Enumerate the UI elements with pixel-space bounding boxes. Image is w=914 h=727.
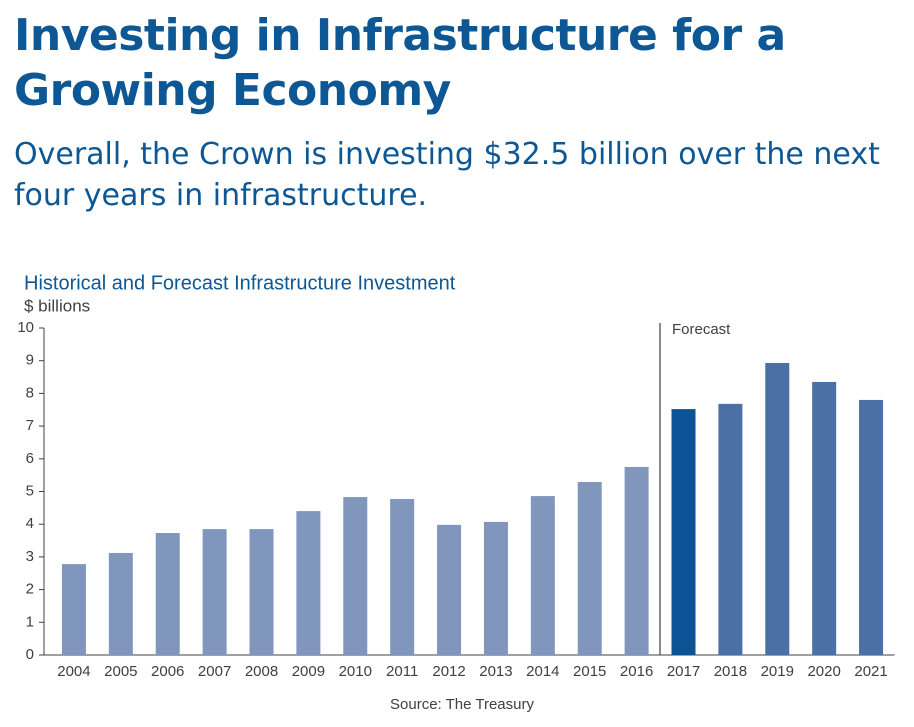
bar — [530, 496, 555, 655]
y-tick-label: 5 — [26, 482, 34, 499]
y-axis-label: $ billions — [24, 296, 90, 315]
x-tick-label: 2009 — [292, 663, 325, 680]
y-tick-label: 6 — [26, 450, 34, 467]
y-tick-label: 9 — [26, 352, 34, 369]
bar — [718, 403, 743, 655]
x-tick-label: 2016 — [620, 663, 653, 680]
bar — [108, 552, 133, 655]
x-tick-label: 2012 — [432, 663, 465, 680]
bar — [483, 521, 508, 655]
y-tick-label: 0 — [26, 646, 34, 663]
bar — [624, 466, 649, 655]
forecast-annotation: Forecast — [672, 321, 731, 338]
y-tick-label: 7 — [26, 417, 34, 434]
x-tick-label: 2013 — [479, 663, 512, 680]
x-tick-label: 2018 — [714, 663, 747, 680]
chart-title: Historical and Forecast Infrastructure I… — [24, 272, 456, 294]
page-title: Investing in Infrastructure for a Growin… — [14, 10, 786, 116]
bar — [577, 482, 602, 655]
bar — [296, 511, 321, 655]
x-tick-label: 2015 — [573, 663, 606, 680]
bar — [61, 564, 86, 655]
y-tick-label: 2 — [26, 581, 34, 598]
x-tick-label: 2019 — [761, 663, 794, 680]
x-tick-label: 2008 — [245, 663, 278, 680]
bar — [202, 529, 227, 655]
bar — [671, 409, 696, 655]
x-tick-label: 2011 — [386, 663, 418, 680]
bar — [249, 529, 274, 655]
bar — [155, 533, 180, 655]
x-tick-label: 2006 — [151, 663, 184, 680]
x-tick-label: 2021 — [854, 663, 887, 680]
bar — [859, 399, 884, 655]
x-tick-label: 2017 — [667, 663, 700, 680]
bar — [765, 362, 790, 655]
y-tick-label: 10 — [17, 319, 34, 336]
x-tick-label: 2005 — [104, 663, 137, 680]
bar — [812, 381, 837, 655]
x-tick-label: 2010 — [339, 663, 372, 680]
source-note: Source: The Treasury — [390, 696, 534, 713]
y-tick-label: 4 — [26, 515, 34, 532]
page-subtitle: Overall, the Crown is investing $32.5 bi… — [14, 137, 880, 213]
bar — [390, 499, 415, 655]
y-tick-label: 1 — [26, 613, 34, 630]
y-tick-label: 3 — [26, 548, 34, 565]
x-tick-label: 2020 — [807, 663, 840, 680]
y-tick-label: 8 — [26, 384, 34, 401]
x-tick-label: 2007 — [198, 663, 231, 680]
bar — [343, 497, 368, 655]
x-tick-label: 2004 — [57, 663, 90, 680]
bar — [437, 524, 462, 655]
x-tick-label: 2014 — [526, 663, 559, 680]
